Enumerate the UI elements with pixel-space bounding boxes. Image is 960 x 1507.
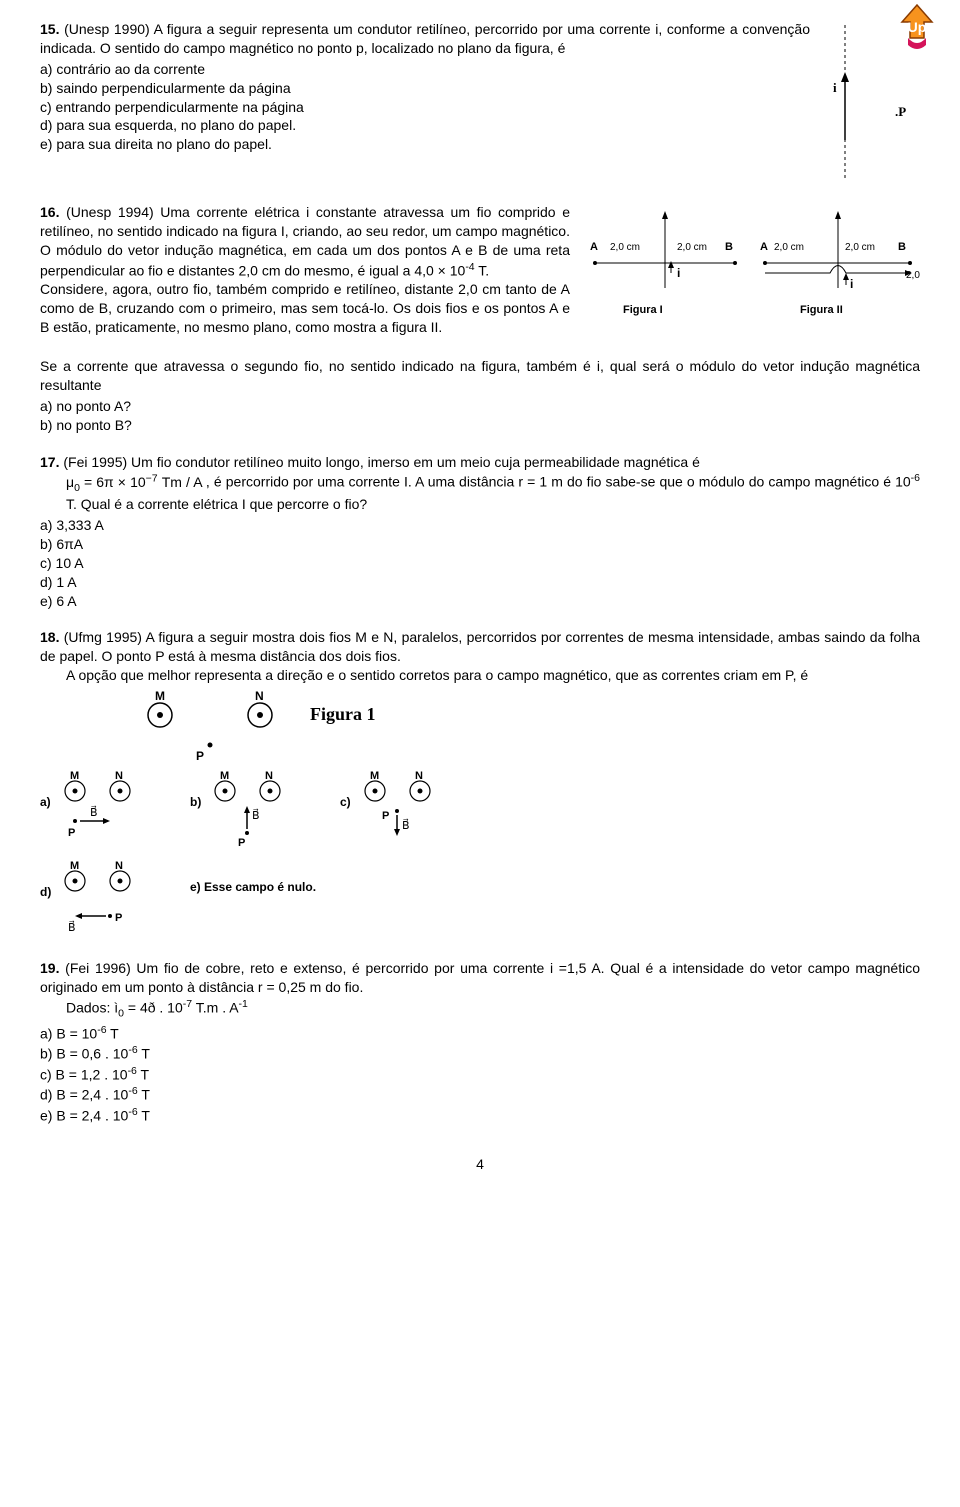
q16-text1b: T. <box>475 262 490 278</box>
q18-options-figure: a) M N B⃗ P b) M N B⃗ P <box>40 771 660 941</box>
q15-opt-c: c) entrando perpendicularmente na página <box>40 98 820 117</box>
q15-opt-b: b) saindo perpendicularmente da página <box>40 79 820 98</box>
question-17: 17. (Fei 1995) Um fio condutor retilíneo… <box>40 453 920 611</box>
svg-text:M: M <box>70 860 79 872</box>
q16-text1: (Unesp 1994) Uma corrente elétrica i con… <box>40 204 570 278</box>
svg-text:B: B <box>898 241 906 253</box>
svg-text:i: i <box>850 277 853 291</box>
svg-text:N: N <box>255 690 264 703</box>
svg-text:a): a) <box>40 795 51 809</box>
svg-text:Figura 1: Figura 1 <box>310 704 376 724</box>
svg-text:M: M <box>70 771 79 782</box>
question-15: i .P 15. (Unesp 1990) A figura a seguir … <box>40 20 920 185</box>
svg-text:M: M <box>220 771 229 782</box>
q19-opt-c: c) B = 1,2 . 10-6 T <box>40 1064 920 1085</box>
svg-text:d): d) <box>40 885 51 899</box>
svg-text:c): c) <box>340 795 351 809</box>
svg-text:Up: Up <box>908 19 927 35</box>
q17-text2: , é percorrido por uma corrente I. A uma… <box>206 474 911 490</box>
q16-follow: Se a corrente que atravessa o segundo fi… <box>40 357 920 395</box>
q19-opt-b: b) B = 0,6 . 10-6 T <box>40 1043 920 1064</box>
q17-number: 17. <box>40 454 59 470</box>
q18-text1: (Ufmg 1995) A figura a seguir mostra doi… <box>40 629 920 664</box>
q16-number: 16. <box>40 204 59 220</box>
svg-text:N: N <box>115 860 123 872</box>
svg-text:B⃗: B⃗ <box>90 805 98 819</box>
svg-text:A: A <box>760 241 768 253</box>
q16-figure: A 2,0 cm 2,0 cm B i Figura I A 2,0 cm 2,… <box>585 203 920 353</box>
svg-text:i: i <box>833 80 837 95</box>
svg-text:i: i <box>677 266 680 280</box>
q19-opt-e: e) B = 2,4 . 10-6 T <box>40 1105 920 1126</box>
svg-text:M: M <box>155 690 165 703</box>
svg-text:b): b) <box>190 795 201 809</box>
svg-text:N: N <box>265 771 273 782</box>
svg-text:P: P <box>382 810 389 822</box>
svg-text:B⃗: B⃗ <box>252 808 260 822</box>
q15-text: (Unesp 1990) A figura a seguir represent… <box>40 21 810 56</box>
page-number: 4 <box>40 1155 920 1174</box>
svg-text:N: N <box>115 771 123 782</box>
q18-opt-e-text: e) Esse campo é nulo. <box>190 880 316 894</box>
svg-text:A: A <box>590 241 598 253</box>
question-16: A 2,0 cm 2,0 cm B i Figura I A 2,0 cm 2,… <box>40 203 920 435</box>
q16-sub-b: b) no ponto B? <box>40 416 920 435</box>
svg-text:2,0 cm: 2,0 cm <box>845 242 875 253</box>
q15-opt-d: d) para sua esquerda, no plano do papel. <box>40 116 820 135</box>
q18-figure-main: M N P Figura 1 <box>130 690 470 765</box>
q16-exp1: -4 <box>465 261 474 273</box>
q15-options: a) contrário ao da corrente b) saindo pe… <box>40 60 820 154</box>
svg-text:2,0 cm: 2,0 cm <box>677 242 707 253</box>
q17-opt-c: c) 10 A <box>40 554 920 573</box>
q19-dados: Dados: ì0 = 4ð . 10-7 T.m . A-1 <box>66 997 920 1021</box>
q19-text1: (Fei 1996) Um fio de cobre, reto e exten… <box>40 960 920 995</box>
svg-text:P: P <box>68 827 75 839</box>
q16-sub-a: a) no ponto A? <box>40 397 920 416</box>
svg-text:B⃗: B⃗ <box>68 920 76 934</box>
q17-exp2: -6 <box>911 472 920 484</box>
q17-formula: μ0 = 6π × 10−7 Tm / A <box>66 474 206 490</box>
svg-text:P: P <box>115 912 122 924</box>
q19-number: 19. <box>40 960 59 976</box>
svg-text:.P: .P <box>895 104 906 119</box>
q17-opt-e: e) 6 A <box>40 592 920 611</box>
svg-text:N: N <box>415 771 423 782</box>
logo-badge: Up <box>890 0 945 55</box>
svg-text:Figura I: Figura I <box>623 304 663 316</box>
q18-number: 18. <box>40 629 59 645</box>
q15-number: 15. <box>40 21 59 37</box>
q17-opt-b: b) 6πA <box>40 535 920 554</box>
svg-text:B⃗: B⃗ <box>402 818 410 832</box>
svg-text:P: P <box>238 837 245 849</box>
q17-opt-d: d) 1 A <box>40 573 920 592</box>
q19-opt-d: d) B = 2,4 . 10-6 T <box>40 1084 920 1105</box>
question-19: 19. (Fei 1996) Um fio de cobre, reto e e… <box>40 959 920 1125</box>
question-18: 18. (Ufmg 1995) A figura a seguir mostra… <box>40 628 920 941</box>
svg-text:2,0 cm: 2,0 cm <box>774 242 804 253</box>
svg-text:M: M <box>370 771 379 782</box>
q17-text1: (Fei 1995) Um fio condutor retilíneo mui… <box>63 454 700 470</box>
q16-text2: Considere, agora, outro fio, também comp… <box>40 280 582 337</box>
q17-opt-a: a) 3,333 A <box>40 516 920 535</box>
q18-text2: A opção que melhor representa a direção … <box>66 666 920 685</box>
q15-opt-e: e) para sua direita no plano do papel. <box>40 135 820 154</box>
q17-text2b: T. Qual é a corrente elétrica I que perc… <box>66 496 367 512</box>
svg-text:P: P <box>196 749 204 763</box>
q15-opt-a: a) contrário ao da corrente <box>40 60 820 79</box>
svg-text:Figura II: Figura II <box>800 304 843 316</box>
svg-text:B: B <box>725 241 733 253</box>
q19-opt-a: a) B = 10-6 T <box>40 1023 920 1044</box>
svg-text:2,0 cm: 2,0 cm <box>610 242 640 253</box>
